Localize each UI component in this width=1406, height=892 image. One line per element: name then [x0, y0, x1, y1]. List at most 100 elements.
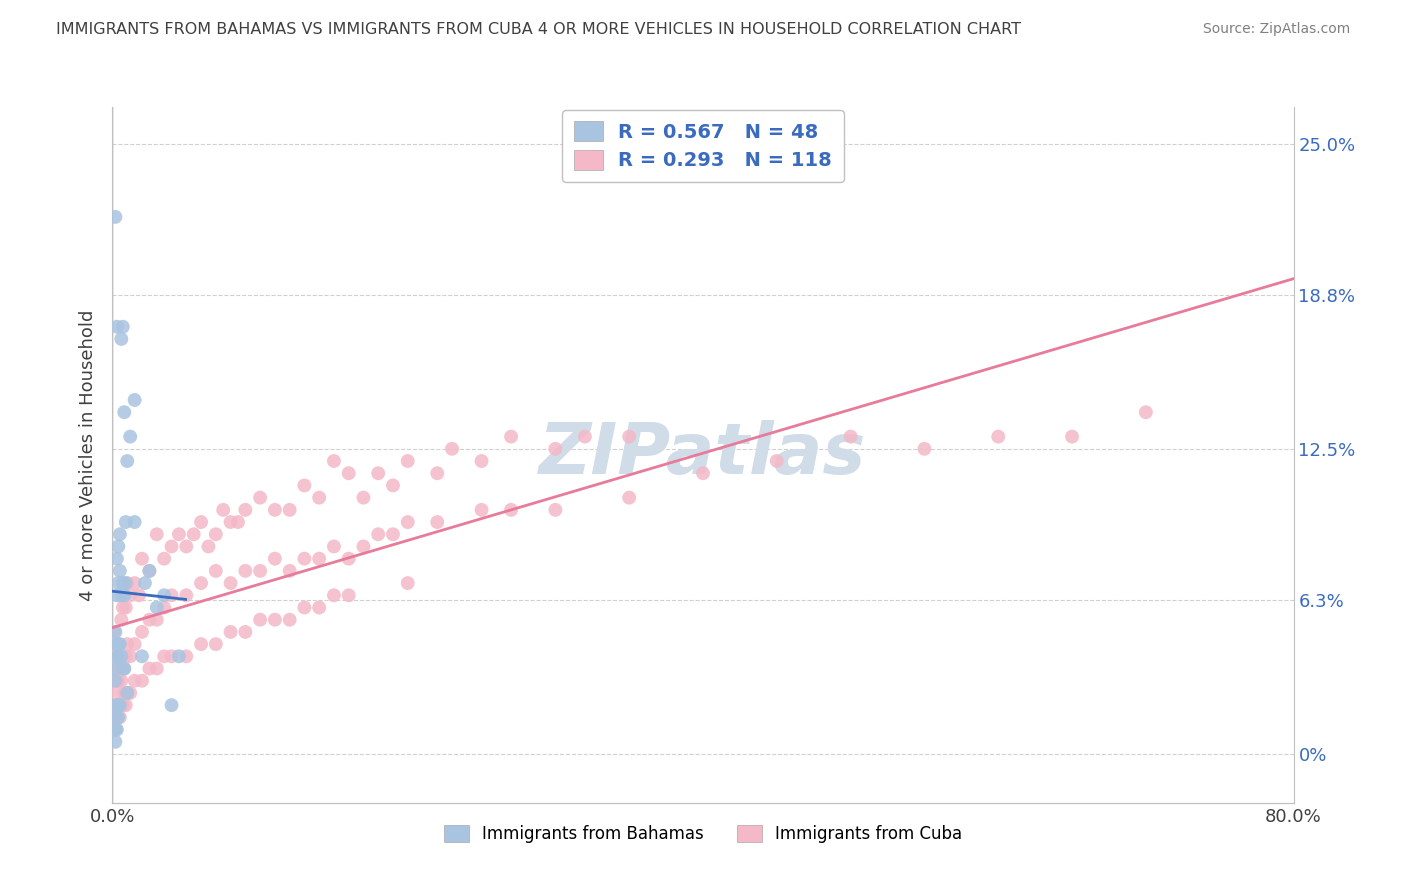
Point: [914, 442, 936, 456]
Point: [114, 515, 136, 529]
Point: [124, 515, 146, 529]
Point: [105, 588, 128, 602]
Point: [153, 600, 176, 615]
Y-axis label: 4 or more Vehicles in Household: 4 or more Vehicles in Household: [79, 310, 97, 600]
Point: [138, 661, 160, 675]
Point: [105, 673, 128, 688]
Point: [112, 588, 135, 602]
Point: [105, 637, 128, 651]
Point: [111, 576, 134, 591]
Point: [264, 613, 287, 627]
Point: [441, 442, 464, 456]
Point: [112, 588, 135, 602]
Point: [292, 551, 315, 566]
Point: [174, 588, 197, 602]
Point: [110, 649, 132, 664]
Point: [107, 698, 129, 713]
Point: [108, 710, 131, 724]
Point: [105, 319, 128, 334]
Point: [117, 686, 138, 700]
Point: [197, 540, 219, 554]
Point: [103, 624, 125, 639]
Point: [107, 661, 129, 675]
Point: [117, 637, 138, 651]
Point: [104, 723, 127, 737]
Point: [114, 576, 136, 591]
Point: [308, 600, 330, 615]
Point: [146, 613, 169, 627]
Point: [146, 661, 169, 675]
Point: [501, 429, 523, 443]
Point: [205, 564, 228, 578]
Point: [120, 429, 142, 443]
Point: [124, 576, 146, 591]
Point: [111, 698, 134, 713]
Point: [323, 540, 346, 554]
Point: [134, 576, 156, 591]
Point: [104, 710, 127, 724]
Point: [117, 576, 138, 591]
Point: [110, 673, 132, 688]
Point: [426, 515, 449, 529]
Point: [105, 686, 128, 700]
Point: [323, 588, 346, 602]
Point: [105, 723, 128, 737]
Point: [107, 576, 129, 591]
Point: [470, 454, 494, 468]
Point: [138, 613, 160, 627]
Point: [104, 723, 127, 737]
Point: [205, 527, 228, 541]
Point: [219, 515, 242, 529]
Point: [105, 698, 128, 713]
Point: [337, 588, 360, 602]
Point: [110, 332, 132, 346]
Point: [110, 613, 132, 627]
Point: [205, 637, 228, 651]
Point: [105, 551, 128, 566]
Point: [167, 527, 190, 541]
Point: [153, 649, 176, 664]
Point: [108, 698, 131, 713]
Point: [1135, 405, 1157, 419]
Point: [1062, 429, 1084, 443]
Point: [249, 564, 271, 578]
Point: [110, 588, 132, 602]
Point: [249, 491, 271, 505]
Point: [308, 551, 330, 566]
Point: [120, 686, 142, 700]
Point: [105, 649, 128, 664]
Point: [190, 637, 212, 651]
Point: [146, 600, 169, 615]
Point: [104, 735, 127, 749]
Point: [112, 405, 135, 419]
Point: [131, 624, 153, 639]
Point: [124, 392, 146, 407]
Point: [382, 478, 405, 492]
Point: [104, 210, 127, 224]
Point: [114, 698, 136, 713]
Point: [190, 576, 212, 591]
Point: [426, 467, 449, 481]
Point: [112, 661, 135, 675]
Point: [111, 319, 134, 334]
Point: [219, 576, 242, 591]
Point: [138, 564, 160, 578]
Point: [107, 540, 129, 554]
Text: IMMIGRANTS FROM BAHAMAS VS IMMIGRANTS FROM CUBA 4 OR MORE VEHICLES IN HOUSEHOLD : IMMIGRANTS FROM BAHAMAS VS IMMIGRANTS FR…: [56, 22, 1021, 37]
Point: [124, 673, 146, 688]
Point: [212, 503, 235, 517]
Point: [108, 661, 131, 675]
Point: [107, 673, 129, 688]
Point: [367, 467, 389, 481]
Point: [308, 491, 330, 505]
Point: [233, 564, 256, 578]
Point: [131, 551, 153, 566]
Point: [278, 564, 301, 578]
Point: [544, 503, 567, 517]
Point: [114, 600, 136, 615]
Point: [112, 661, 135, 675]
Point: [292, 600, 315, 615]
Point: [131, 673, 153, 688]
Point: [153, 551, 176, 566]
Point: [108, 564, 131, 578]
